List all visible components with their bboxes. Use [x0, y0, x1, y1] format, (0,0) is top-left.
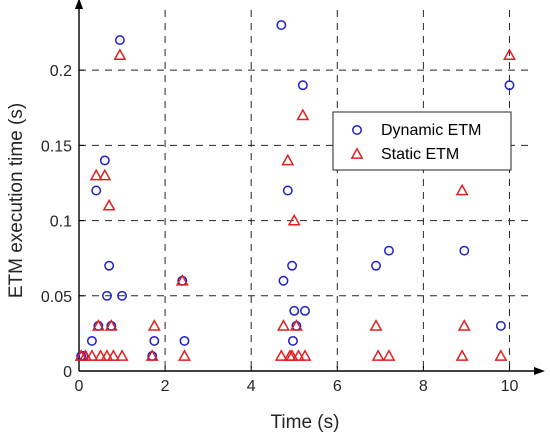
data-points — [74, 20, 516, 361]
x-tick-label: 8 — [419, 378, 428, 395]
series-static-etm — [74, 48, 516, 361]
legend-label: Dynamic ETM — [381, 122, 481, 139]
y-axis-arrow-icon — [75, 0, 83, 9]
data-point — [371, 349, 385, 361]
data-point — [287, 213, 301, 226]
data-point — [175, 274, 189, 286]
data-point — [91, 319, 105, 331]
axes — [75, 0, 545, 375]
data-point — [382, 349, 396, 361]
data-point — [371, 260, 381, 271]
data-point — [89, 168, 103, 181]
data-point — [114, 35, 125, 46]
data-point — [298, 349, 312, 361]
legend-marker — [352, 125, 362, 135]
data-point — [78, 349, 92, 361]
data-point — [98, 168, 112, 181]
x-tick-label: 10 — [501, 378, 519, 395]
x-tick-label: 2 — [161, 378, 170, 395]
y-tick-label: 0.2 — [50, 63, 72, 80]
data-point — [285, 349, 299, 361]
data-point — [503, 48, 516, 61]
data-point — [102, 198, 116, 211]
data-point — [149, 335, 160, 346]
x-tick-label: 4 — [247, 378, 256, 395]
data-point — [85, 349, 99, 361]
data-point — [117, 290, 127, 301]
series-dynamic-etm — [76, 20, 515, 361]
tick-labels: 0 2 4 6 8 10 0 0.05 0.1 0.15 0.2 — [41, 63, 519, 395]
data-point — [300, 305, 310, 316]
data-point — [104, 319, 118, 331]
data-point — [99, 155, 110, 166]
data-point — [276, 20, 287, 30]
data-point — [282, 185, 293, 196]
legend: Dynamic ETM Static ETM — [332, 111, 512, 171]
data-point — [86, 335, 97, 346]
data-point — [495, 320, 506, 331]
data-point — [94, 349, 107, 361]
data-point — [287, 335, 298, 346]
legend-marker — [350, 147, 364, 159]
data-point — [278, 275, 289, 286]
x-axis-arrow-icon — [534, 367, 545, 375]
data-point — [277, 319, 290, 331]
data-point — [104, 260, 115, 271]
x-axis-title: Time (s) — [271, 412, 340, 433]
data-point — [457, 319, 471, 331]
data-point — [100, 349, 114, 361]
data-point — [106, 349, 120, 361]
legend-label: Static ETM — [381, 146, 459, 163]
data-point — [383, 245, 394, 256]
data-point — [455, 183, 469, 196]
data-point — [292, 349, 306, 361]
data-point — [281, 153, 295, 166]
data-point — [296, 108, 310, 121]
data-point — [494, 349, 508, 361]
data-point — [455, 349, 469, 361]
data-point — [147, 319, 161, 331]
data-point — [113, 48, 127, 61]
data-point — [297, 80, 308, 91]
data-point — [179, 335, 190, 346]
data-point — [369, 319, 383, 331]
x-tick-label: 6 — [333, 378, 342, 395]
x-tick-label: 0 — [75, 378, 84, 395]
data-point — [459, 245, 470, 256]
legend-entries: Dynamic ETM Static ETM — [350, 122, 481, 163]
data-point — [289, 319, 303, 331]
data-point — [289, 305, 300, 316]
data-point — [287, 260, 298, 271]
grid-lines — [79, 10, 531, 371]
y-tick-label: 0.15 — [41, 138, 72, 155]
data-point — [102, 290, 112, 301]
y-tick-label: 0.05 — [41, 289, 72, 306]
data-point — [504, 80, 515, 91]
data-point — [274, 349, 288, 361]
legend-box — [332, 111, 512, 171]
data-point — [177, 349, 191, 361]
y-tick-label: 0 — [63, 364, 72, 381]
y-tick-label: 0.1 — [50, 214, 72, 231]
y-axis-title: ETM execution time (s) — [6, 103, 27, 298]
data-point — [91, 185, 102, 196]
data-point — [145, 349, 159, 361]
data-point — [115, 349, 129, 361]
